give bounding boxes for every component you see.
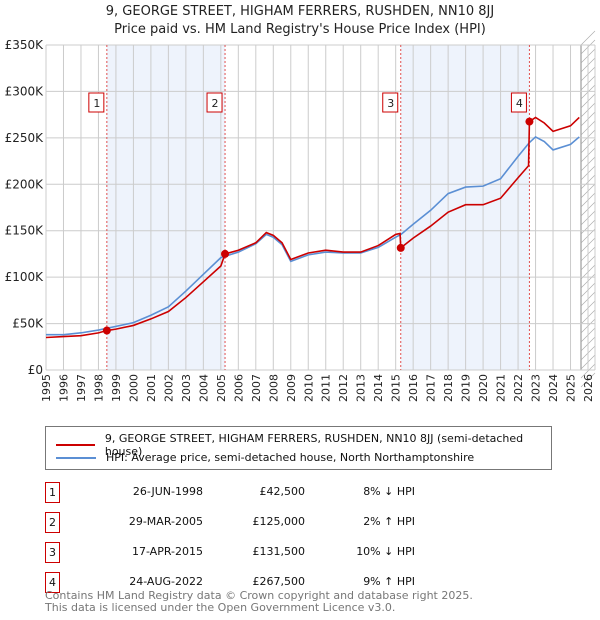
x-tick-label: 2001 — [145, 374, 158, 402]
x-tick-label: 2002 — [162, 374, 175, 402]
x-tick-label: 2019 — [460, 374, 473, 402]
sale-marker-box — [510, 92, 527, 113]
sale-point — [525, 117, 534, 126]
sale-marker-label: 1 — [93, 97, 100, 110]
x-tick-label: 2024 — [547, 374, 560, 402]
sale-price: £131,500 — [252, 545, 306, 558]
x-tick-label: 1997 — [75, 374, 88, 402]
y-tick-label: £250K — [5, 131, 45, 145]
x-tick-label: 2003 — [180, 374, 193, 402]
x-tick-label: 1998 — [92, 374, 105, 402]
hpi-line — [46, 135, 580, 336]
y-tick-label: £0 — [28, 363, 43, 377]
sale-marker-label: 3 — [45, 542, 60, 563]
x-tick-label: 1999 — [110, 374, 123, 402]
x-tick-label: 2006 — [232, 374, 245, 402]
sale-hpi-diff: 10% ↓ HPI — [356, 545, 415, 558]
x-tick-label: 2025 — [565, 374, 578, 402]
x-tick-label: 1995 — [40, 374, 53, 402]
footer: Contains HM Land Registry data © Crown c… — [45, 590, 473, 613]
x-tick-label: 2009 — [285, 374, 298, 402]
sale-marker-label: 3 — [387, 97, 394, 110]
x-tick-label: 2014 — [372, 374, 385, 402]
sale-marker-label: 1 — [45, 482, 60, 503]
legend-swatch-blue — [56, 456, 96, 459]
sale-point — [221, 249, 230, 258]
sale-hpi-diff: 2% ↑ HPI — [363, 515, 415, 528]
x-tick-label: 2005 — [215, 374, 228, 402]
x-tick-label: 2012 — [337, 374, 350, 402]
x-tick-label: 2010 — [302, 374, 315, 402]
sale-row: 2 29-MAR-2005 £125,000 2% ↑ HPI — [45, 512, 415, 533]
sale-marker-box — [88, 92, 105, 113]
x-tick-label: 2015 — [390, 374, 403, 402]
x-tick-label: 2013 — [355, 374, 368, 402]
sale-row: 3 17-APR-2015 £131,500 10% ↓ HPI — [45, 542, 415, 563]
sale-price: £125,000 — [252, 515, 306, 528]
forecast-hatch — [580, 30, 596, 46]
y-tick-label: £150K — [5, 224, 45, 238]
legend: 9, GEORGE STREET, HIGHAM FERRERS, RUSHDE… — [45, 426, 552, 470]
y-tick-label: £200K — [5, 177, 45, 191]
sale-price: £42,500 — [259, 485, 306, 498]
forecast-hatch — [580, 363, 596, 379]
x-tick-label: 2022 — [512, 374, 525, 402]
sale-hpi-diff: 8% ↓ HPI — [363, 485, 415, 498]
x-tick-label: 2007 — [250, 374, 263, 402]
x-tick-label: 2020 — [477, 374, 490, 402]
x-tick-label: 2016 — [407, 374, 420, 402]
x-tick-label: 2000 — [127, 374, 140, 402]
x-tick-label: 2008 — [267, 374, 280, 402]
sale-date: 26-JUN-1998 — [132, 485, 203, 498]
x-tick-label: 1996 — [57, 374, 70, 402]
x-tick-label: 2011 — [320, 374, 333, 402]
x-tick-label: 2026 — [582, 374, 595, 402]
sale-row: 1 26-JUN-1998 £42,500 8% ↓ HPI — [45, 482, 415, 503]
sale-point — [102, 326, 111, 335]
x-tick-label: 2017 — [425, 374, 438, 402]
sale-date: 24-AUG-2022 — [129, 575, 203, 588]
legend-item-hpi: HPI: Average price, semi-detached house,… — [56, 451, 474, 464]
plot-area: 1995 1996 1997 1998 1999 2000 2001 2002 2003 2004… — [5, 30, 596, 402]
shaded-period — [400, 45, 530, 370]
legend-swatch-red — [56, 444, 95, 446]
legend-label: HPI: Average price, semi-detached house,… — [106, 451, 475, 464]
y-tick-label: £100K — [5, 270, 45, 284]
sale-price: £267,500 — [252, 575, 306, 588]
chart-subtitle: Price paid vs. HM Land Registry's House … — [114, 22, 486, 37]
sale-marker-label: 4 — [45, 572, 60, 593]
sale-date: 17-APR-2015 — [131, 545, 203, 558]
forecast-hatch — [580, 372, 596, 388]
footer-line: Contains HM Land Registry data © Crown c… — [45, 589, 473, 602]
legend-label: 9, GEORGE STREET, HIGHAM FERRERS, RUSHDE… — [104, 432, 524, 458]
sale-marker-label: 2 — [45, 512, 60, 533]
sale-row: 4 24-AUG-2022 £267,500 9% ↑ HPI — [45, 572, 415, 593]
sale-marker-box — [382, 92, 399, 113]
y-tick-label: £50K — [12, 317, 44, 331]
shaded-period — [106, 45, 226, 370]
y-tick-label: £300K — [5, 84, 45, 98]
footer-line: This data is licensed under the Open Gov… — [45, 600, 396, 614]
y-tick-label: £350K — [5, 38, 45, 52]
x-tick-label: 2023 — [530, 374, 543, 402]
x-tick-label: 2018 — [442, 374, 455, 402]
sale-date: 29-MAR-2005 — [128, 515, 203, 528]
sale-marker-box — [206, 92, 223, 113]
legend-item-property: 9, GEORGE STREET, HIGHAM FERRERS, RUSHDE… — [56, 432, 551, 458]
sale-marker-label: 4 — [516, 97, 523, 110]
sale-hpi-diff: 9% ↑ HPI — [363, 575, 415, 588]
chart-title: 9, GEORGE STREET, HIGHAM FERRERS, RUSHDE… — [105, 4, 495, 19]
sale-marker-label: 2 — [212, 97, 219, 110]
x-tick-label: 2004 — [197, 374, 210, 402]
x-tick-label: 2021 — [495, 374, 508, 402]
price-paid-line — [45, 116, 580, 339]
sale-point — [396, 243, 405, 252]
